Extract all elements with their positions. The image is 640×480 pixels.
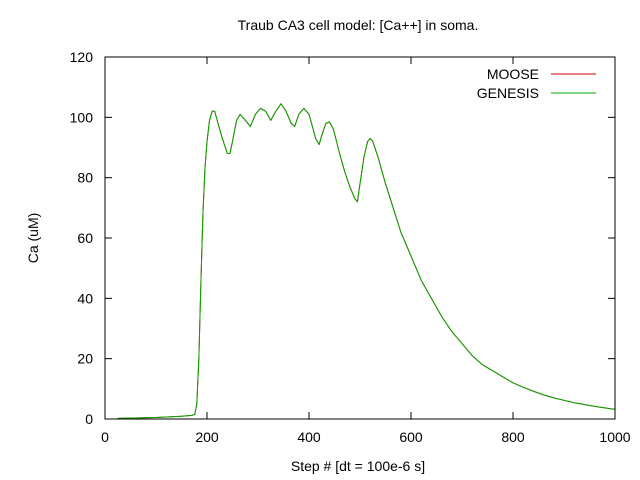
x-tick-label: 1000 — [599, 429, 630, 445]
y-tick-label: 100 — [70, 109, 94, 125]
chart-title: Traub CA3 cell model: [Ca++] in soma. — [238, 17, 479, 33]
series-line-genesis — [117, 103, 616, 419]
y-tick-label: 0 — [85, 411, 93, 427]
x-tick-label: 400 — [297, 429, 321, 445]
axis-ticks: 0 200 400 600 800 1000 0 20 40 60 80 100 120 — [70, 49, 631, 445]
y-tick-label: 60 — [77, 230, 93, 246]
y-tick-label: 20 — [77, 351, 93, 367]
x-tick-label: 800 — [501, 429, 525, 445]
x-tick-label: 200 — [195, 429, 219, 445]
y-axis-label: Ca (uM) — [25, 213, 41, 264]
x-tick-label: 600 — [399, 429, 423, 445]
legend-label-genesis: GENESIS — [477, 85, 539, 101]
plot-series — [117, 103, 616, 419]
y-tick-label: 40 — [77, 290, 93, 306]
x-tick-label: 0 — [101, 429, 109, 445]
plot-frame — [104, 56, 616, 420]
y-tick-label: 80 — [77, 170, 93, 186]
y-tick-label: 120 — [70, 49, 94, 65]
legend-label-moose: MOOSE — [487, 66, 539, 82]
x-axis-label: Step # [dt = 100e-6 s] — [291, 458, 425, 474]
legend: MOOSE GENESIS — [477, 66, 596, 101]
